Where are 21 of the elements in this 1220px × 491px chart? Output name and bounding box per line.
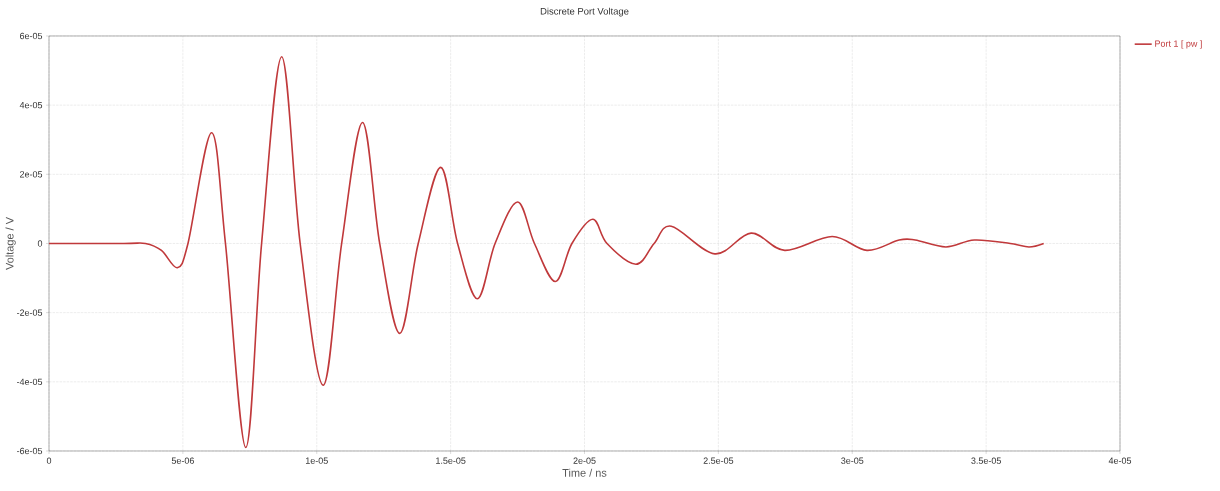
y-tick-label: 4e-05 <box>19 101 43 109</box>
x-tick-label: 1e-05 <box>305 457 328 464</box>
x-tick-label: 0 <box>46 457 52 464</box>
y-axis-title: Voltage / V <box>5 217 16 270</box>
line-series <box>49 55 1045 449</box>
y-tick-label: 2e-05 <box>20 171 43 178</box>
x-tick-label: 4e-05 <box>1108 457 1132 464</box>
x-axis-title: Time / ns <box>562 468 607 477</box>
x-tick-label: 3e-05 <box>841 457 864 464</box>
y-tick-label: 0 <box>37 240 43 247</box>
y-tick-label: -4e-05 <box>16 378 43 385</box>
x-tick-label: 1.5e-05 <box>436 457 466 464</box>
y-tick-label: 6e-05 <box>20 32 43 40</box>
y-tick-label: -2e-05 <box>16 309 43 316</box>
x-tick-label: 3.5e-05 <box>971 457 1001 464</box>
x-tick-label: 5e-06 <box>171 457 194 464</box>
legend-label: Port 1 [ pw ] <box>1155 40 1202 49</box>
y-tick-label: -6e-05 <box>16 447 43 455</box>
chart-title: Discrete Port Voltage <box>540 7 629 17</box>
x-tick-label: 2.5e-05 <box>703 457 734 464</box>
x-tick-label: 2e-05 <box>573 457 596 464</box>
